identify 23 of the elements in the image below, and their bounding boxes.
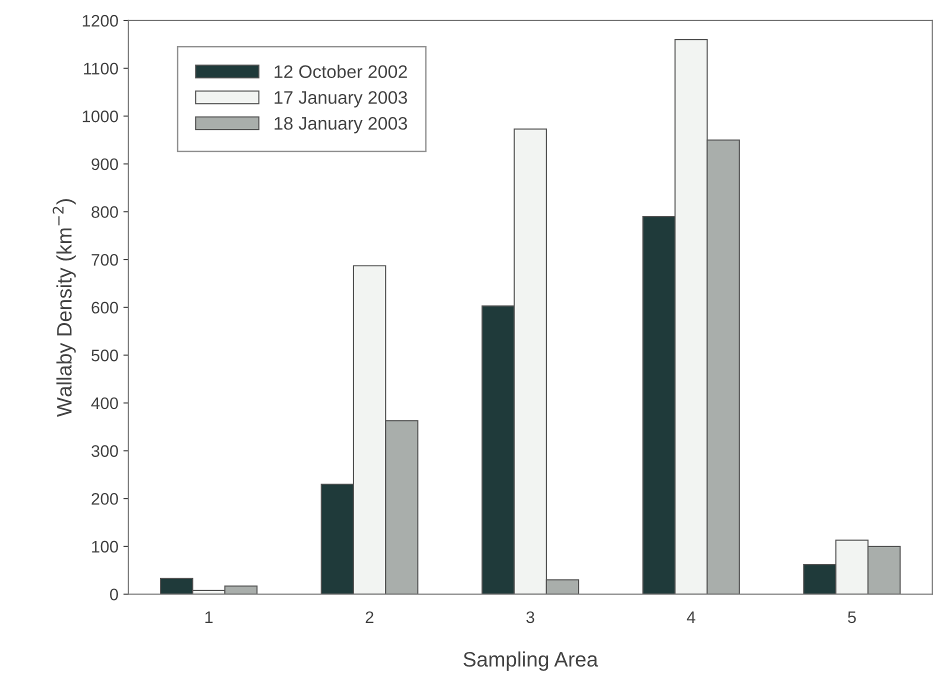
x-tick-label: 2 [366, 611, 374, 623]
y-tick-label: 100 [92, 540, 118, 553]
legend-label: 12 October 2002 [274, 64, 407, 78]
y-tick-label: 200 [92, 492, 118, 505]
y-tick-label: 1200 [82, 14, 118, 27]
x-tick-label: 4 [686, 611, 696, 623]
y-tick-label: 800 [92, 206, 118, 218]
y-tick-label: 400 [91, 397, 118, 410]
legend-label: 17 January 2003 [274, 91, 408, 108]
y-axis-title: Wallaby Density (km$^{−2}$) [52, 199, 76, 417]
x-tick-label: 3 [526, 611, 534, 624]
y-tick-label: 900 [92, 158, 118, 170]
legend-label: 18 January 2003 [274, 116, 408, 134]
x-axis-title: Sampling Area [464, 651, 598, 671]
y-tick-label: 600 [92, 302, 118, 314]
y-tick-label: 1000 [82, 110, 118, 122]
x-tick-label: 1 [205, 611, 213, 623]
y-tick-label: 1100 [84, 62, 118, 75]
y-tick-label: 300 [91, 445, 118, 457]
y-tick-label: 700 [92, 254, 118, 266]
y-tick-label: 0 [110, 588, 118, 600]
x-tick-label: 5 [848, 611, 856, 624]
y-tick-label: 500 [92, 350, 118, 362]
